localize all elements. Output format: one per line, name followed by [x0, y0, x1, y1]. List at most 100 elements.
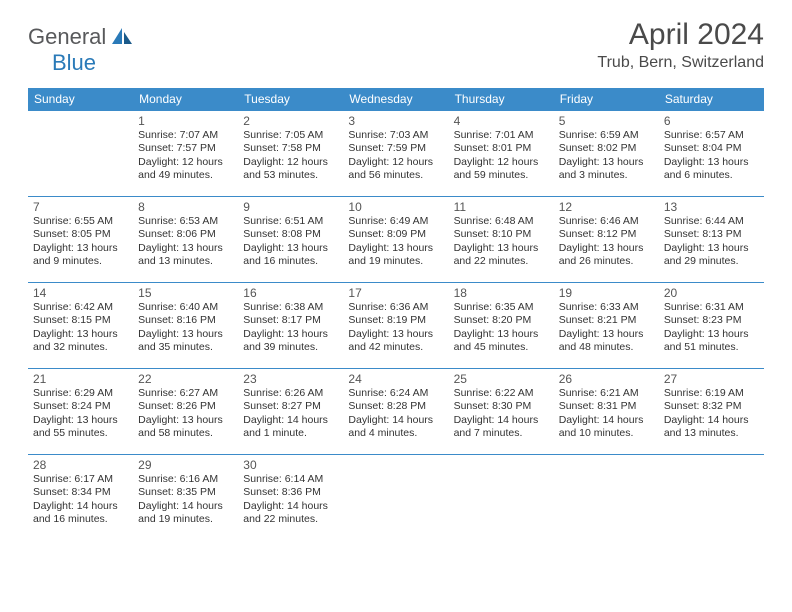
day-number: 19: [559, 286, 654, 300]
day-number: 29: [138, 458, 233, 472]
day-cell: 1Sunrise: 7:07 AMSunset: 7:57 PMDaylight…: [133, 111, 238, 197]
sun-info: Sunrise: 6:26 AMSunset: 8:27 PMDaylight:…: [243, 387, 338, 441]
sun-info: Sunrise: 6:16 AMSunset: 8:35 PMDaylight:…: [138, 473, 233, 527]
day-number: 8: [138, 200, 233, 214]
day-cell: 14Sunrise: 6:42 AMSunset: 8:15 PMDayligh…: [28, 283, 133, 369]
day-number: 16: [243, 286, 338, 300]
brand-sail-icon: [111, 27, 133, 50]
day-number: 17: [348, 286, 443, 300]
sun-info: Sunrise: 6:59 AMSunset: 8:02 PMDaylight:…: [559, 129, 654, 183]
day-cell: 23Sunrise: 6:26 AMSunset: 8:27 PMDayligh…: [238, 369, 343, 455]
day-cell: [28, 111, 133, 197]
day-cell: 24Sunrise: 6:24 AMSunset: 8:28 PMDayligh…: [343, 369, 448, 455]
day-cell: 15Sunrise: 6:40 AMSunset: 8:16 PMDayligh…: [133, 283, 238, 369]
day-number: 15: [138, 286, 233, 300]
day-cell: 28Sunrise: 6:17 AMSunset: 8:34 PMDayligh…: [28, 455, 133, 541]
calendar-table: SundayMondayTuesdayWednesdayThursdayFrid…: [28, 88, 764, 541]
sun-info: Sunrise: 6:17 AMSunset: 8:34 PMDaylight:…: [33, 473, 128, 527]
week-row: 7Sunrise: 6:55 AMSunset: 8:05 PMDaylight…: [28, 197, 764, 283]
day-cell: 3Sunrise: 7:03 AMSunset: 7:59 PMDaylight…: [343, 111, 448, 197]
location-text: Trub, Bern, Switzerland: [597, 54, 764, 72]
day-number: 22: [138, 372, 233, 386]
week-row: 21Sunrise: 6:29 AMSunset: 8:24 PMDayligh…: [28, 369, 764, 455]
day-cell: 18Sunrise: 6:35 AMSunset: 8:20 PMDayligh…: [449, 283, 554, 369]
brand-text-2-wrap: Blue: [28, 50, 96, 76]
day-number: 11: [454, 200, 549, 214]
sun-info: Sunrise: 6:22 AMSunset: 8:30 PMDaylight:…: [454, 387, 549, 441]
day-number: 6: [664, 114, 759, 128]
header: General April 2024 Trub, Bern, Switzerla…: [0, 0, 792, 80]
sun-info: Sunrise: 6:24 AMSunset: 8:28 PMDaylight:…: [348, 387, 443, 441]
sun-info: Sunrise: 6:27 AMSunset: 8:26 PMDaylight:…: [138, 387, 233, 441]
day-cell: [554, 455, 659, 541]
day-cell: 20Sunrise: 6:31 AMSunset: 8:23 PMDayligh…: [659, 283, 764, 369]
day-cell: 5Sunrise: 6:59 AMSunset: 8:02 PMDaylight…: [554, 111, 659, 197]
day-cell: 2Sunrise: 7:05 AMSunset: 7:58 PMDaylight…: [238, 111, 343, 197]
day-cell: 4Sunrise: 7:01 AMSunset: 8:01 PMDaylight…: [449, 111, 554, 197]
sun-info: Sunrise: 6:53 AMSunset: 8:06 PMDaylight:…: [138, 215, 233, 269]
day-header-cell: Thursday: [449, 88, 554, 111]
day-cell: 11Sunrise: 6:48 AMSunset: 8:10 PMDayligh…: [449, 197, 554, 283]
sun-info: Sunrise: 6:14 AMSunset: 8:36 PMDaylight:…: [243, 473, 338, 527]
sun-info: Sunrise: 6:55 AMSunset: 8:05 PMDaylight:…: [33, 215, 128, 269]
day-number: 7: [33, 200, 128, 214]
day-number: 24: [348, 372, 443, 386]
day-number: 25: [454, 372, 549, 386]
sun-info: Sunrise: 6:35 AMSunset: 8:20 PMDaylight:…: [454, 301, 549, 355]
day-number: 28: [33, 458, 128, 472]
day-number: 26: [559, 372, 654, 386]
sun-info: Sunrise: 6:38 AMSunset: 8:17 PMDaylight:…: [243, 301, 338, 355]
day-number: 30: [243, 458, 338, 472]
day-cell: 21Sunrise: 6:29 AMSunset: 8:24 PMDayligh…: [28, 369, 133, 455]
day-cell: 7Sunrise: 6:55 AMSunset: 8:05 PMDaylight…: [28, 197, 133, 283]
sun-info: Sunrise: 6:46 AMSunset: 8:12 PMDaylight:…: [559, 215, 654, 269]
day-cell: 17Sunrise: 6:36 AMSunset: 8:19 PMDayligh…: [343, 283, 448, 369]
day-number: 18: [454, 286, 549, 300]
day-header-cell: Friday: [554, 88, 659, 111]
sun-info: Sunrise: 6:19 AMSunset: 8:32 PMDaylight:…: [664, 387, 759, 441]
day-cell: 30Sunrise: 6:14 AMSunset: 8:36 PMDayligh…: [238, 455, 343, 541]
calendar-body: 1Sunrise: 7:07 AMSunset: 7:57 PMDaylight…: [28, 111, 764, 541]
day-number: 21: [33, 372, 128, 386]
day-header-row: SundayMondayTuesdayWednesdayThursdayFrid…: [28, 88, 764, 111]
day-header-cell: Saturday: [659, 88, 764, 111]
week-row: 1Sunrise: 7:07 AMSunset: 7:57 PMDaylight…: [28, 111, 764, 197]
day-cell: 19Sunrise: 6:33 AMSunset: 8:21 PMDayligh…: [554, 283, 659, 369]
sun-info: Sunrise: 7:01 AMSunset: 8:01 PMDaylight:…: [454, 129, 549, 183]
sun-info: Sunrise: 6:33 AMSunset: 8:21 PMDaylight:…: [559, 301, 654, 355]
sun-info: Sunrise: 6:44 AMSunset: 8:13 PMDaylight:…: [664, 215, 759, 269]
day-cell: 9Sunrise: 6:51 AMSunset: 8:08 PMDaylight…: [238, 197, 343, 283]
sun-info: Sunrise: 6:40 AMSunset: 8:16 PMDaylight:…: [138, 301, 233, 355]
brand-text-2: Blue: [52, 50, 96, 75]
week-row: 28Sunrise: 6:17 AMSunset: 8:34 PMDayligh…: [28, 455, 764, 541]
sun-info: Sunrise: 6:49 AMSunset: 8:09 PMDaylight:…: [348, 215, 443, 269]
day-number: 4: [454, 114, 549, 128]
sun-info: Sunrise: 6:31 AMSunset: 8:23 PMDaylight:…: [664, 301, 759, 355]
sun-info: Sunrise: 6:57 AMSunset: 8:04 PMDaylight:…: [664, 129, 759, 183]
title-block: April 2024 Trub, Bern, Switzerland: [597, 18, 764, 72]
day-number: 2: [243, 114, 338, 128]
sun-info: Sunrise: 6:48 AMSunset: 8:10 PMDaylight:…: [454, 215, 549, 269]
day-cell: 12Sunrise: 6:46 AMSunset: 8:12 PMDayligh…: [554, 197, 659, 283]
day-cell: 25Sunrise: 6:22 AMSunset: 8:30 PMDayligh…: [449, 369, 554, 455]
sun-info: Sunrise: 6:29 AMSunset: 8:24 PMDaylight:…: [33, 387, 128, 441]
day-number: 23: [243, 372, 338, 386]
day-cell: 26Sunrise: 6:21 AMSunset: 8:31 PMDayligh…: [554, 369, 659, 455]
day-cell: 22Sunrise: 6:27 AMSunset: 8:26 PMDayligh…: [133, 369, 238, 455]
sun-info: Sunrise: 7:07 AMSunset: 7:57 PMDaylight:…: [138, 129, 233, 183]
day-number: 13: [664, 200, 759, 214]
sun-info: Sunrise: 7:05 AMSunset: 7:58 PMDaylight:…: [243, 129, 338, 183]
day-number: 12: [559, 200, 654, 214]
brand-text-1: General: [28, 24, 106, 50]
day-cell: 8Sunrise: 6:53 AMSunset: 8:06 PMDaylight…: [133, 197, 238, 283]
day-number: 20: [664, 286, 759, 300]
day-header-cell: Tuesday: [238, 88, 343, 111]
day-cell: [449, 455, 554, 541]
day-number: 3: [348, 114, 443, 128]
day-cell: 29Sunrise: 6:16 AMSunset: 8:35 PMDayligh…: [133, 455, 238, 541]
day-header-cell: Monday: [133, 88, 238, 111]
day-number: 1: [138, 114, 233, 128]
day-cell: 27Sunrise: 6:19 AMSunset: 8:32 PMDayligh…: [659, 369, 764, 455]
day-header-cell: Sunday: [28, 88, 133, 111]
sun-info: Sunrise: 6:51 AMSunset: 8:08 PMDaylight:…: [243, 215, 338, 269]
